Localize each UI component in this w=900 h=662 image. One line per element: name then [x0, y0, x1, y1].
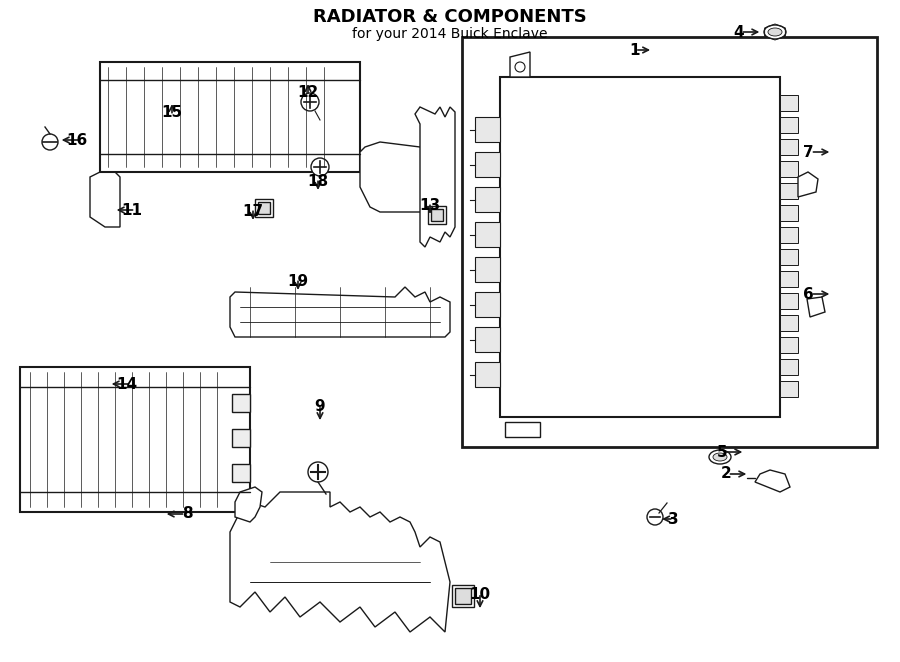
- Polygon shape: [475, 187, 500, 212]
- Polygon shape: [780, 161, 798, 177]
- Polygon shape: [780, 249, 798, 265]
- Circle shape: [308, 462, 328, 482]
- Polygon shape: [780, 315, 798, 331]
- Polygon shape: [780, 337, 798, 353]
- Ellipse shape: [713, 453, 727, 461]
- Polygon shape: [90, 167, 120, 227]
- Bar: [232, 464, 250, 482]
- Polygon shape: [475, 152, 500, 177]
- Text: 1: 1: [629, 42, 640, 58]
- Bar: [455, 588, 471, 604]
- Text: 19: 19: [287, 273, 309, 289]
- Circle shape: [42, 134, 58, 150]
- Text: 3: 3: [668, 512, 679, 526]
- Polygon shape: [780, 271, 798, 287]
- Ellipse shape: [709, 450, 731, 464]
- Polygon shape: [780, 227, 798, 243]
- Polygon shape: [780, 293, 798, 309]
- Polygon shape: [230, 492, 450, 632]
- Polygon shape: [780, 359, 798, 375]
- Polygon shape: [475, 222, 500, 247]
- Polygon shape: [360, 142, 445, 212]
- Circle shape: [301, 93, 319, 111]
- Polygon shape: [475, 327, 500, 352]
- Polygon shape: [235, 487, 262, 522]
- Text: 6: 6: [804, 287, 814, 301]
- Text: for your 2014 Buick Enclave: for your 2014 Buick Enclave: [352, 27, 548, 41]
- Text: 14: 14: [116, 377, 138, 391]
- Text: 5: 5: [716, 444, 727, 459]
- Text: 4: 4: [734, 24, 744, 40]
- Text: 8: 8: [182, 506, 193, 522]
- Bar: [20, 367, 250, 512]
- Bar: [431, 209, 443, 221]
- Bar: [100, 62, 360, 172]
- Polygon shape: [780, 95, 798, 111]
- Polygon shape: [500, 77, 780, 417]
- Polygon shape: [798, 172, 818, 197]
- Polygon shape: [780, 117, 798, 133]
- Text: RADIATOR & COMPONENTS: RADIATOR & COMPONENTS: [313, 8, 587, 26]
- Polygon shape: [415, 107, 455, 247]
- Bar: [452, 585, 474, 607]
- Text: 2: 2: [720, 467, 731, 481]
- Text: 15: 15: [161, 105, 183, 120]
- Circle shape: [647, 509, 663, 525]
- Text: 10: 10: [470, 587, 490, 602]
- Polygon shape: [475, 292, 500, 317]
- Bar: [258, 202, 270, 214]
- Polygon shape: [510, 52, 530, 77]
- Bar: [255, 199, 273, 217]
- Bar: [232, 394, 250, 412]
- Text: 17: 17: [242, 204, 264, 218]
- Polygon shape: [755, 470, 790, 492]
- Ellipse shape: [768, 28, 782, 36]
- Polygon shape: [780, 139, 798, 155]
- Polygon shape: [505, 422, 540, 437]
- Text: 13: 13: [419, 197, 441, 213]
- Circle shape: [311, 158, 329, 176]
- Text: 16: 16: [67, 132, 87, 148]
- Bar: [232, 429, 250, 447]
- Text: 9: 9: [315, 399, 325, 414]
- Polygon shape: [230, 287, 450, 337]
- Polygon shape: [780, 183, 798, 199]
- Text: 11: 11: [122, 203, 142, 218]
- Polygon shape: [475, 257, 500, 282]
- Polygon shape: [780, 381, 798, 397]
- Ellipse shape: [764, 25, 786, 39]
- Bar: [462, 37, 877, 447]
- Text: 7: 7: [804, 144, 814, 160]
- Polygon shape: [807, 297, 825, 317]
- Text: 18: 18: [308, 173, 328, 189]
- Polygon shape: [780, 205, 798, 221]
- Polygon shape: [475, 362, 500, 387]
- Text: 12: 12: [297, 85, 319, 101]
- Polygon shape: [475, 117, 500, 142]
- Bar: [428, 206, 446, 224]
